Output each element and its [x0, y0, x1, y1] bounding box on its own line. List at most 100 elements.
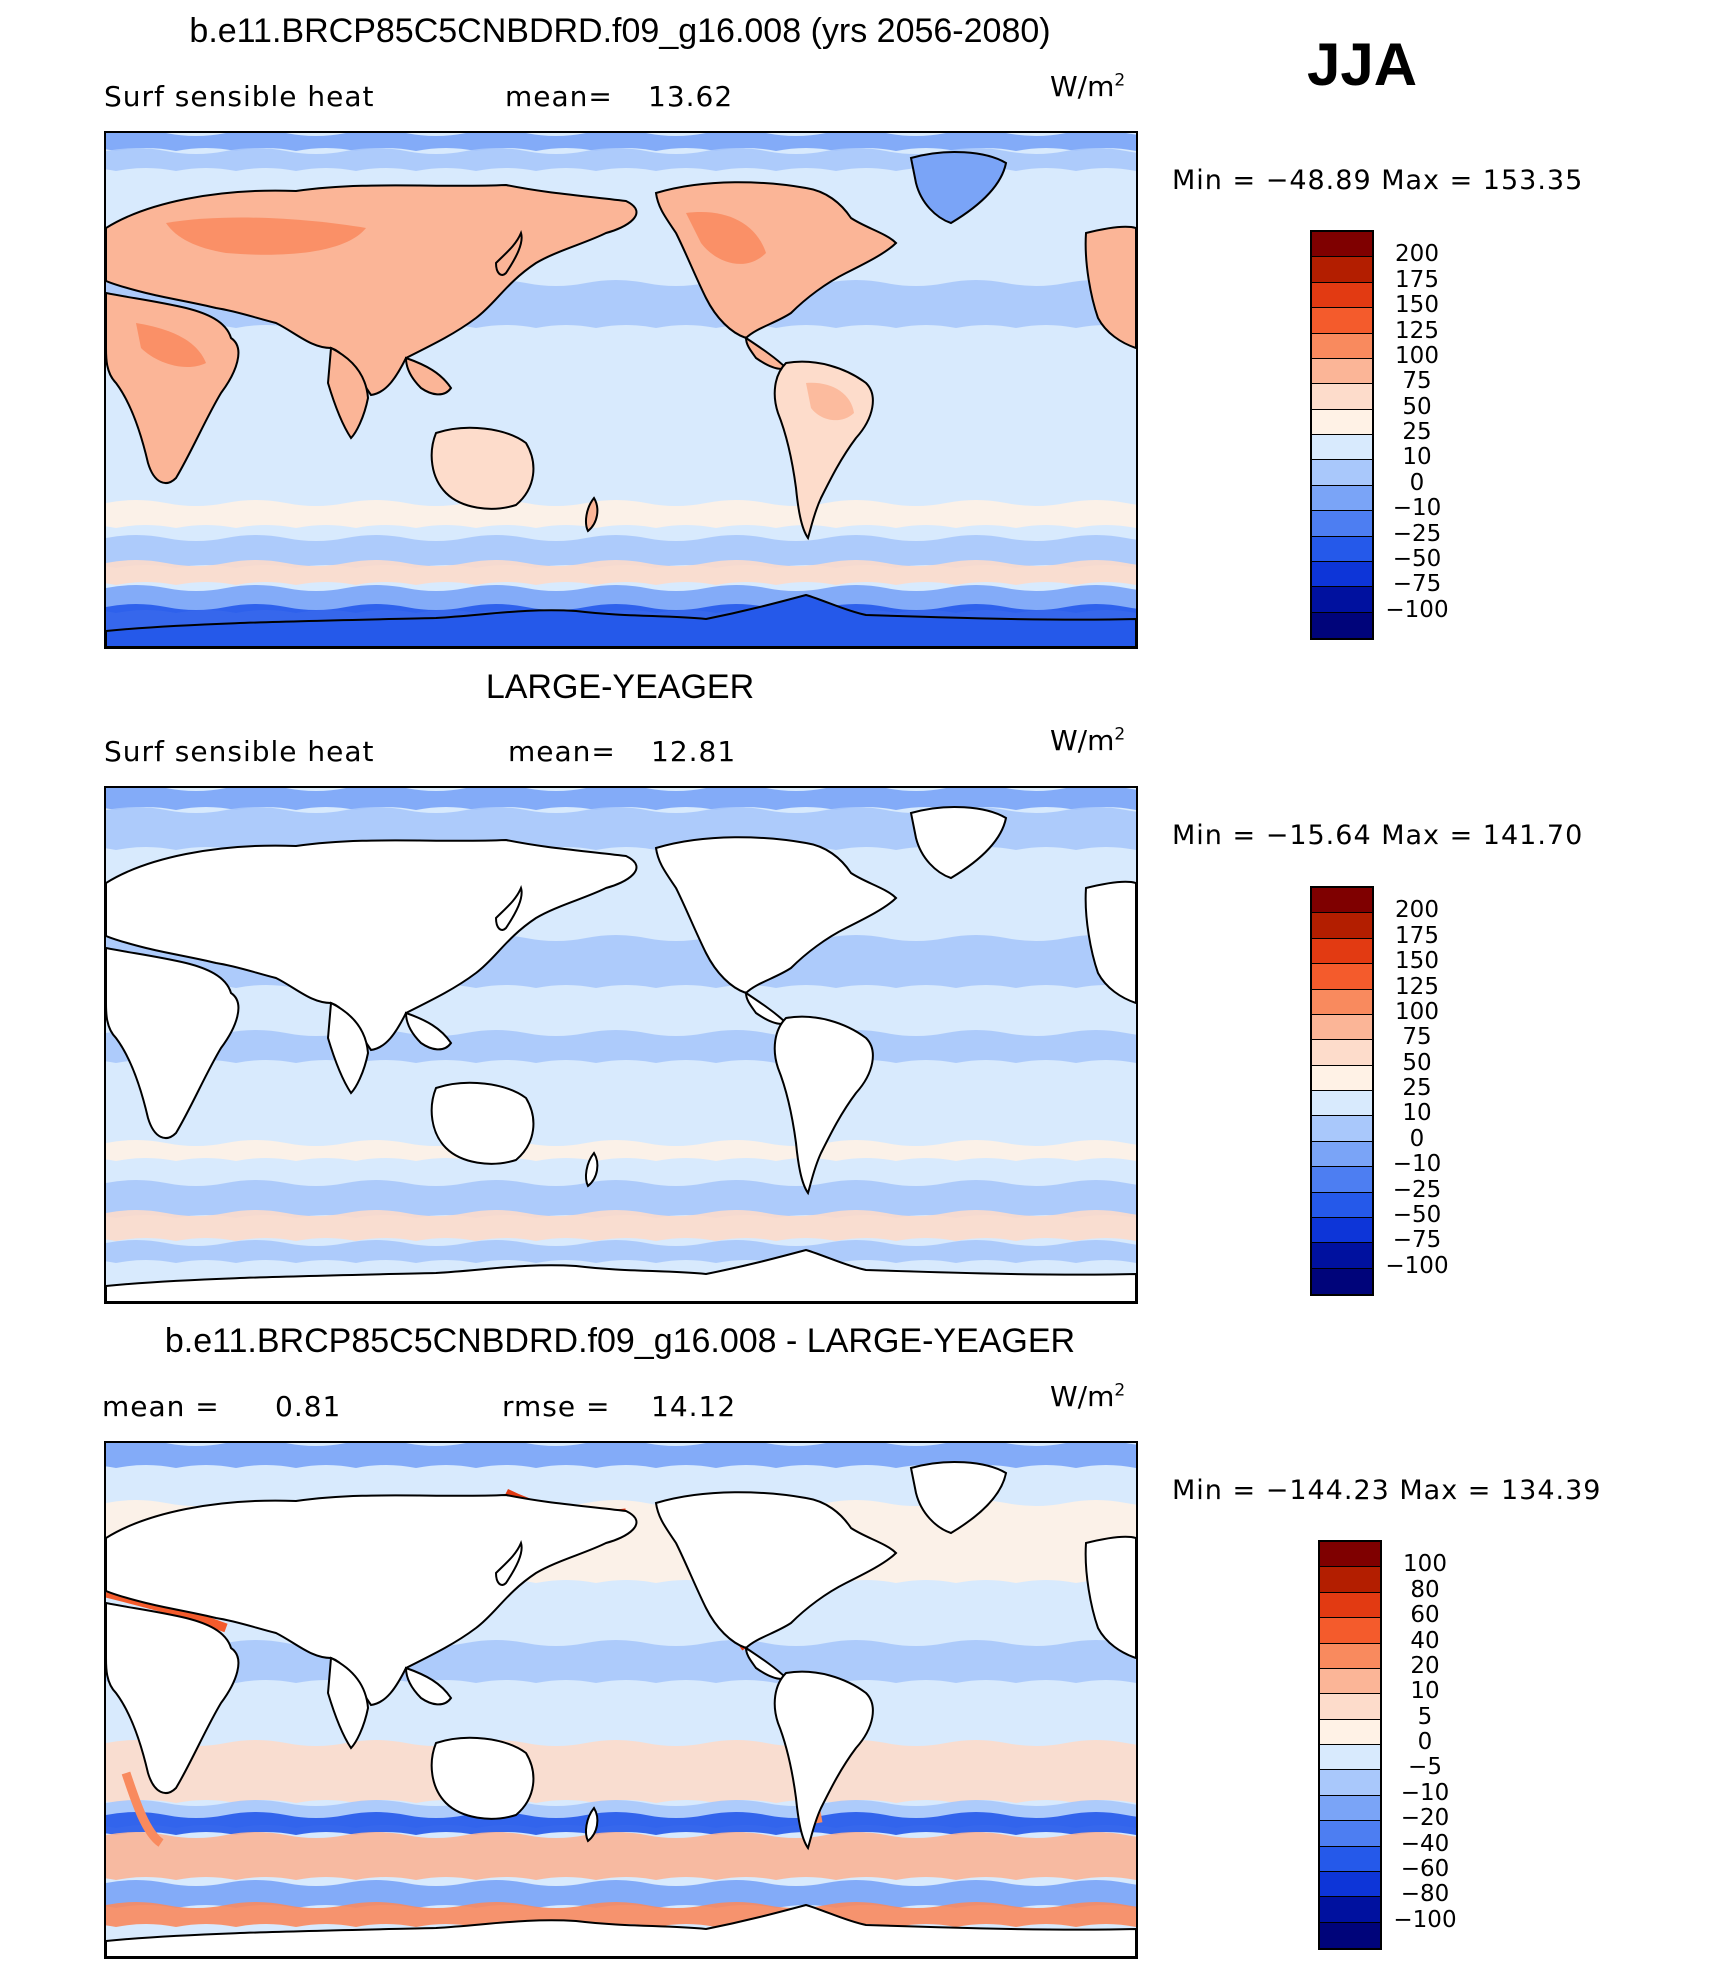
colorbar-tick-label: 175 [1395, 922, 1439, 949]
landmass-india [326, 1001, 370, 1095]
colorbar-tick-label: −20 [1400, 1805, 1450, 1832]
landmass-antarctica [106, 1248, 1136, 1302]
landmass-greenland [909, 150, 1008, 225]
colorbar-tick-label: 175 [1395, 266, 1439, 293]
colorbar-tick-label: −10 [1392, 1151, 1442, 1178]
colorbar-segment [1320, 1745, 1380, 1771]
colorbar-segment [1320, 1668, 1380, 1695]
colorbar-segment [1320, 1542, 1380, 1568]
colorbar-tick-label: 125 [1395, 317, 1439, 344]
panel-3-mean-value: 0.81 [275, 1390, 342, 1423]
colorbar-tick-label: −75 [1392, 571, 1442, 598]
colorbar-tick-label: −50 [1392, 545, 1442, 572]
landmass-australia [430, 1736, 535, 1820]
colorbar-tick-label: 75 [1402, 1024, 1432, 1051]
colorbar-segment [1312, 232, 1372, 258]
colorbar-tick-label: 100 [1403, 1551, 1447, 1578]
colorbar-tick-label: −80 [1400, 1881, 1450, 1908]
colorbar-segment [1320, 1694, 1380, 1720]
colorbar-segment [1312, 913, 1372, 939]
colorbar-segment [1320, 1821, 1380, 1847]
contour-band [106, 1880, 1136, 1908]
contour-band [106, 148, 1136, 171]
landmass-africa [106, 1601, 240, 1794]
colorbar-tick-label: 50 [1402, 1049, 1432, 1076]
colorbar-tick-label: −50 [1392, 1201, 1442, 1228]
colorbar-segment [1320, 1592, 1380, 1619]
colorbar-segment [1312, 460, 1372, 486]
panel-1-variable-label: Surf sensible heat [104, 80, 375, 113]
colorbar-segment [1312, 561, 1372, 588]
panel-1-map [104, 131, 1138, 649]
colorbar-segment [1320, 1618, 1380, 1644]
colorbar-tick-label: −100 [1385, 596, 1449, 623]
panel-1-mean-label: mean= [505, 80, 613, 113]
colorbar-segment [1312, 587, 1372, 613]
panel-1-min-max: Min = −48.89 Max = 153.35 [1172, 165, 1584, 196]
contour-band [106, 1812, 1136, 1835]
landmass-india [326, 1656, 370, 1750]
colorbar-tick-label: 200 [1395, 241, 1439, 268]
land-warm-patch [136, 323, 206, 368]
landmass-antarctica [106, 593, 1136, 647]
colorbar-tick-label: 0 [1417, 1729, 1433, 1755]
panel-2-mean-label: mean= [508, 735, 616, 768]
panel-2-units: W/m2 [1050, 724, 1126, 757]
colorbar-tick-label: 40 [1410, 1627, 1440, 1654]
panel-1-mean-value: 13.62 [648, 80, 734, 113]
contour-band [106, 500, 1136, 528]
colorbar-segment [1312, 612, 1372, 638]
colorbar-segment [1312, 938, 1372, 965]
landmass-nz [585, 496, 599, 533]
colorbar-tick-label: 10 [1410, 1678, 1440, 1705]
colorbar-tick-label: −25 [1392, 520, 1442, 547]
colorbar-segment [1312, 485, 1372, 512]
landmass-japan [494, 230, 523, 276]
colorbar-tick-label: 0 [1409, 469, 1425, 496]
contour-band [106, 1180, 1136, 1218]
landmass-seasia [404, 356, 453, 396]
contour-band [106, 807, 1136, 850]
colorbar-tick-label: −40 [1400, 1830, 1450, 1857]
landmass-australia [430, 426, 535, 510]
landmass-camerica [744, 1646, 788, 1680]
land-warm-patch [686, 212, 766, 264]
contour-band [106, 1740, 1136, 1803]
landmass-wafrica_edge [1084, 880, 1136, 1005]
colorbar-segment [1320, 1719, 1380, 1745]
colorbar-segment [1312, 1217, 1372, 1244]
colorbar-tick-label: 10 [1402, 444, 1432, 471]
landmass-japan [494, 1540, 523, 1586]
colorbar-segment [1312, 1091, 1372, 1117]
colorbar-segment [1320, 1871, 1380, 1898]
panel-3-units: W/m2 [1050, 1380, 1126, 1413]
landmass-camerica [744, 991, 788, 1025]
colorbar-segment [1320, 1567, 1380, 1593]
colorbar-segment [1312, 1040, 1372, 1066]
panel-1-colorbar [1310, 230, 1374, 640]
landmass-india [326, 346, 370, 440]
contour-band [106, 133, 1136, 151]
colorbar-tick-label: 25 [1402, 1075, 1432, 1101]
colorbar-tick-label: 150 [1395, 292, 1439, 319]
landmass-seasia [404, 1666, 453, 1706]
contour-band [106, 535, 1136, 568]
colorbar-tick-label: 60 [1410, 1602, 1440, 1629]
colorbar-tick-label: 50 [1402, 393, 1432, 420]
colorbar-segment [1320, 1770, 1380, 1796]
landmass-namerica [654, 836, 898, 995]
colorbar-segment [1320, 1897, 1380, 1923]
landmass-eurasia [106, 1493, 638, 1707]
colorbar-segment [1312, 1116, 1372, 1142]
contour-band [106, 1640, 1136, 1683]
landmass-samerica [773, 1670, 874, 1851]
contour-band [106, 788, 1136, 810]
panel-3-rmse-label: rmse = [502, 1390, 611, 1423]
colorbar-segment [1312, 1243, 1372, 1269]
landmass-nz [585, 1806, 599, 1843]
panel-2-title: LARGE-YEAGER [485, 668, 755, 706]
colorbar-segment [1320, 1846, 1380, 1872]
landmass-japan [494, 885, 523, 931]
landmass-wafrica_edge [1084, 225, 1136, 350]
landmass-greenland [909, 1460, 1008, 1535]
